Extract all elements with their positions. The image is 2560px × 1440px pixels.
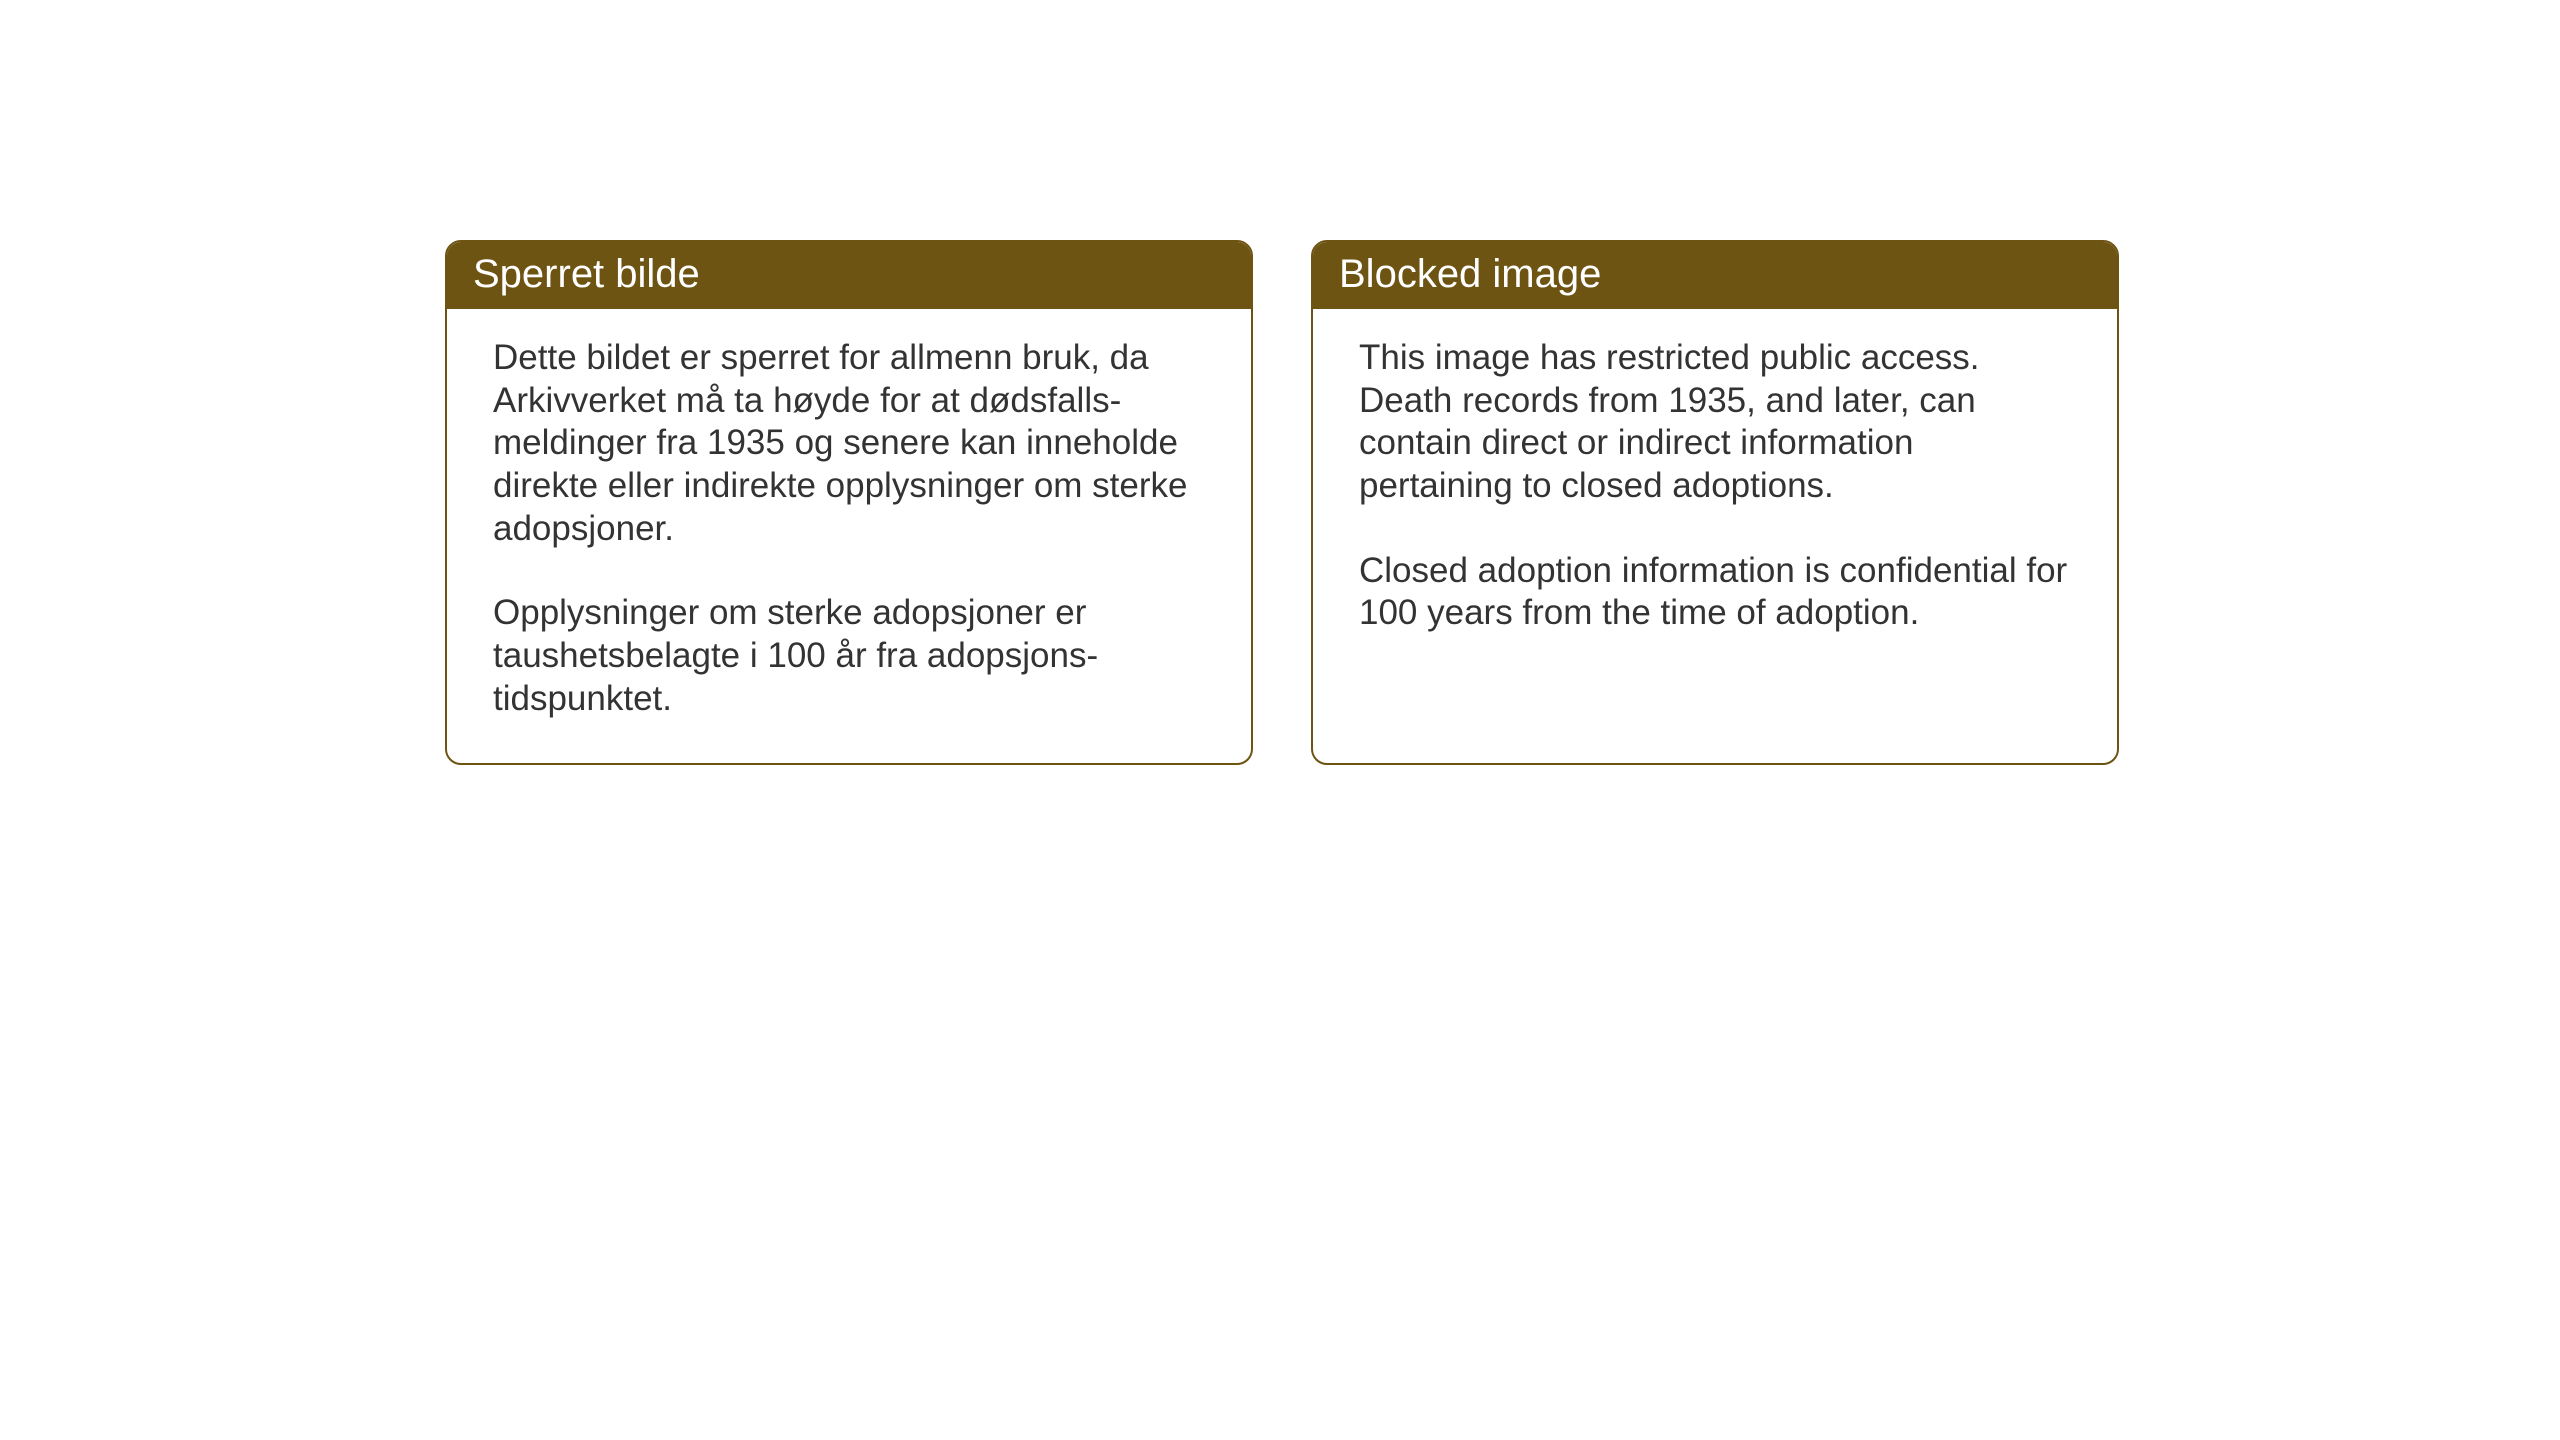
card-paragraph-english-2: Closed adoption information is confident…	[1359, 550, 2071, 635]
notice-card-english: Blocked image This image has restricted …	[1311, 240, 2119, 765]
card-header-english: Blocked image	[1313, 242, 2117, 309]
card-title-norwegian: Sperret bilde	[473, 252, 700, 296]
card-body-english: This image has restricted public access.…	[1313, 309, 2117, 677]
card-header-norwegian: Sperret bilde	[447, 242, 1251, 309]
notice-cards-container: Sperret bilde Dette bildet er sperret fo…	[445, 240, 2119, 765]
card-paragraph-norwegian-1: Dette bildet er sperret for allmenn bruk…	[493, 337, 1205, 550]
card-title-english: Blocked image	[1339, 252, 1601, 296]
card-paragraph-norwegian-2: Opplysninger om sterke adopsjoner er tau…	[493, 592, 1205, 720]
notice-card-norwegian: Sperret bilde Dette bildet er sperret fo…	[445, 240, 1253, 765]
card-body-norwegian: Dette bildet er sperret for allmenn bruk…	[447, 309, 1251, 763]
card-paragraph-english-1: This image has restricted public access.…	[1359, 337, 2071, 508]
